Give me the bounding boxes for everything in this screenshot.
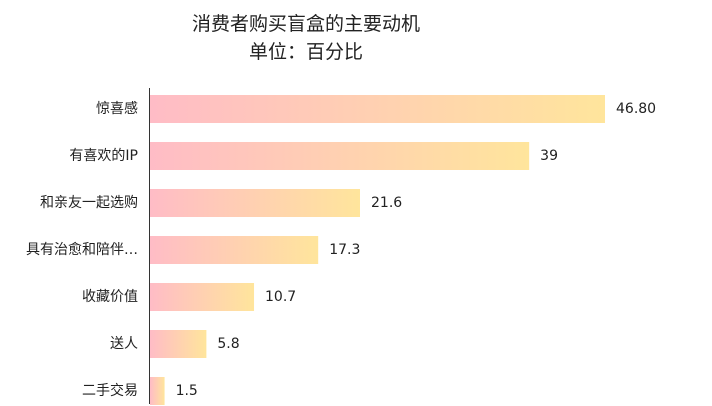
bar-4 — [150, 283, 255, 311]
category-label-2: 和亲友一起选购 — [40, 195, 138, 211]
value-label-5: 5.8 — [217, 336, 239, 352]
category-label-0: 惊喜感 — [96, 100, 138, 117]
value-label-1: 39 — [540, 148, 558, 164]
value-label-0: 46.80 — [616, 101, 656, 117]
bar-0 — [150, 95, 605, 123]
value-label-6: 1.5 — [176, 383, 198, 399]
category-label-1: 有喜欢的IP — [69, 148, 138, 164]
category-label-5: 送人 — [110, 336, 138, 352]
value-label-4: 10.7 — [265, 289, 296, 305]
value-label-2: 21.6 — [371, 195, 402, 211]
category-label-6: 二手交易 — [82, 382, 138, 399]
category-label-4: 收藏价值 — [82, 289, 138, 305]
category-label-3: 具有治愈和陪伴… — [26, 242, 138, 258]
bar-6 — [150, 377, 165, 405]
bars-layer: 惊喜感 46.80 有喜欢的IP 39 和亲友一起选购 21.6 具有治愈和陪伴… 17.3 收… — [26, 95, 656, 405]
bar-1 — [150, 142, 530, 170]
bar-2 — [150, 189, 360, 217]
value-label-3: 17.3 — [329, 242, 360, 258]
bar-5 — [150, 330, 207, 358]
chart-subtitle: 单位：百分比 — [248, 41, 363, 63]
chart-title: 消费者购买盲盒的主要动机 — [191, 13, 420, 35]
chart-title-block: 消费者购买盲盒的主要动机 单位：百分比 — [0, 10, 612, 66]
bar-3 — [150, 236, 319, 264]
